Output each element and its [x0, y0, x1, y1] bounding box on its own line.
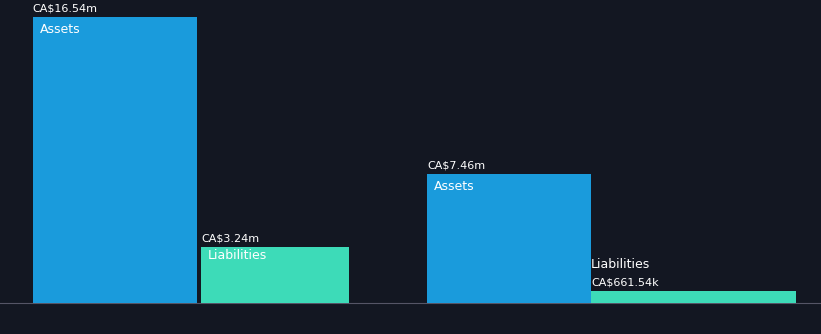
Text: CA$661.54k: CA$661.54k: [591, 277, 658, 287]
Text: Assets: Assets: [433, 180, 474, 193]
Bar: [33, 17, 197, 303]
Bar: [201, 247, 349, 303]
Text: CA$7.46m: CA$7.46m: [427, 161, 485, 171]
Text: Liabilities: Liabilities: [591, 258, 650, 271]
Text: CA$3.24m: CA$3.24m: [201, 234, 259, 244]
Text: Assets: Assets: [39, 23, 80, 36]
Text: Liabilities: Liabilities: [208, 249, 267, 262]
Bar: [591, 291, 796, 303]
Bar: [427, 174, 591, 303]
Text: CA$16.54m: CA$16.54m: [33, 3, 98, 13]
